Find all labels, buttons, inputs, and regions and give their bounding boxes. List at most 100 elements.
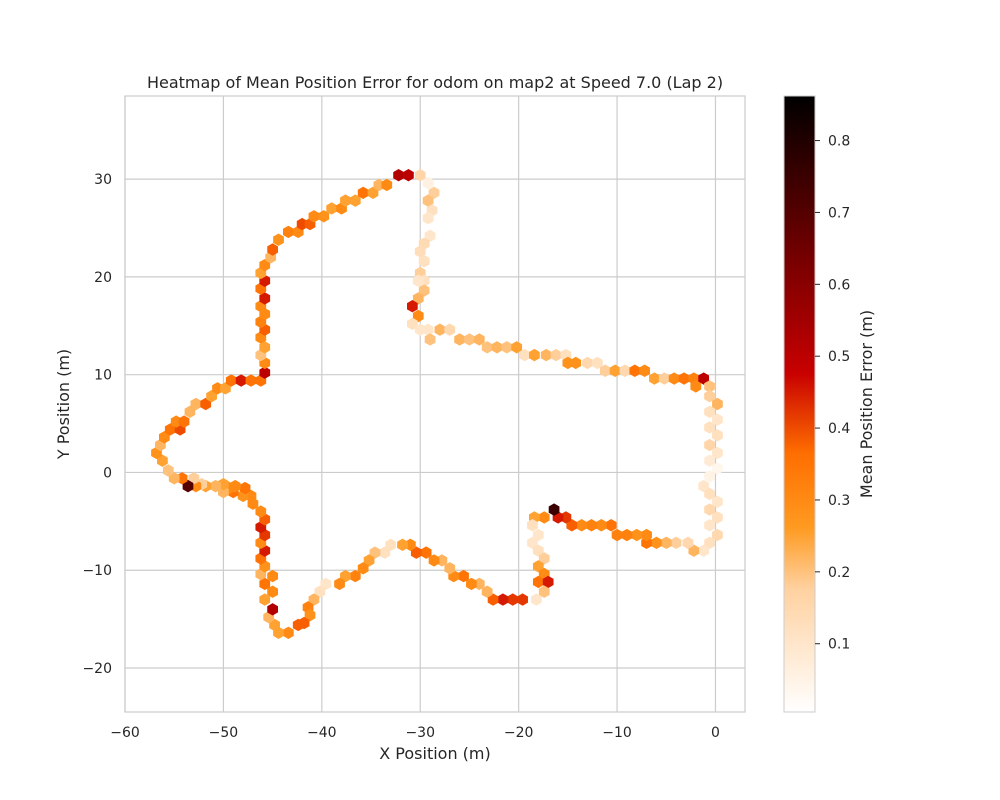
hex-cell <box>259 258 271 272</box>
hex-cell <box>422 212 434 225</box>
hex-cell <box>660 536 672 550</box>
hex-cell <box>712 495 723 508</box>
hex-cell <box>487 593 499 606</box>
x-axis-ticks: −60 −50 −40 −30 −20 −10 0 <box>110 725 720 741</box>
hex-cell <box>566 519 578 532</box>
hex-cell <box>245 374 257 387</box>
hex-cell <box>418 255 430 268</box>
colorbar-tick-label: 0.7 <box>828 205 850 221</box>
hex-cell <box>658 372 670 385</box>
hex-cell <box>690 380 702 393</box>
hex-cell <box>267 585 278 598</box>
hex-cell <box>511 341 523 354</box>
hex-cell <box>225 374 237 387</box>
hex-cell <box>357 562 369 575</box>
hex-cell <box>444 323 456 336</box>
hex-cell <box>334 577 345 591</box>
hex-cell <box>412 274 424 287</box>
hex-cell <box>407 300 418 313</box>
hex-cell <box>542 575 554 589</box>
hex-cell <box>259 366 271 379</box>
hex-cell <box>454 333 465 346</box>
hex-cell <box>678 372 690 385</box>
hex-cell <box>532 544 544 557</box>
hex-cell <box>410 546 422 559</box>
hex-cell <box>698 544 710 557</box>
hex-cell <box>464 333 475 346</box>
x-tick-label: −40 <box>307 725 337 741</box>
y-tick-label: 10 <box>94 368 112 384</box>
hex-cell <box>704 405 715 419</box>
hex-cell <box>704 503 715 516</box>
plot-frame <box>124 95 746 713</box>
hex-cell <box>267 603 278 616</box>
hex-cell <box>385 538 397 551</box>
hex-cell <box>369 546 381 559</box>
hex-cell <box>403 169 414 182</box>
hex-cell <box>570 356 582 370</box>
hex-cell <box>641 528 652 542</box>
y-tick-label: 30 <box>94 172 112 188</box>
colorbar-tick-label: 0.1 <box>828 637 850 653</box>
hex-cell <box>188 472 200 485</box>
hex-cell <box>631 528 643 542</box>
hex-cell <box>434 323 446 336</box>
colorbar-tick-label: 0.3 <box>828 493 850 509</box>
hex-cell <box>639 364 650 377</box>
hex-cell <box>340 194 351 207</box>
colorbar-tick-label: 0.8 <box>828 134 850 150</box>
hex-cell <box>458 569 469 583</box>
hex-cell <box>397 538 408 551</box>
hex-cell <box>349 569 361 583</box>
hex-cell <box>529 348 540 362</box>
hex-cell <box>259 593 271 606</box>
hex-cell <box>308 593 320 606</box>
hex-cell <box>414 169 426 182</box>
hexbin-cells <box>151 169 723 639</box>
hex-cell <box>292 618 304 632</box>
hex-cell <box>688 544 700 557</box>
hex-cell <box>326 202 338 215</box>
x-tick-label: −60 <box>110 725 140 741</box>
hex-cell <box>267 569 278 583</box>
hex-cell <box>704 454 715 467</box>
hex-cell <box>283 626 294 639</box>
colorbar <box>783 95 816 713</box>
hex-cell <box>704 536 715 550</box>
hex-cell <box>340 569 351 583</box>
hex-cell <box>424 229 436 243</box>
colorbar-tick-label: 0.2 <box>828 565 850 581</box>
hex-cell <box>379 546 391 559</box>
chart-title: Heatmap of Mean Position Error for odom … <box>147 73 723 92</box>
hex-cell <box>157 454 168 467</box>
hex-cell <box>704 389 715 403</box>
hex-cell <box>712 511 723 524</box>
hex-cell <box>481 341 493 354</box>
hex-cell <box>712 397 723 411</box>
hex-cell <box>609 364 621 377</box>
hex-cell <box>428 186 440 199</box>
hex-cell <box>527 536 538 550</box>
hex-cell <box>538 511 550 524</box>
hex-cell <box>538 585 550 598</box>
hex-cell <box>517 593 528 606</box>
hex-cell <box>283 225 294 239</box>
grid-lines <box>124 96 745 712</box>
hex-cell <box>501 341 513 354</box>
hex-cell <box>712 429 723 442</box>
hex-cell <box>259 341 271 354</box>
hex-cell <box>206 389 217 403</box>
hex-cell <box>422 323 434 336</box>
hex-cell <box>682 536 694 550</box>
hex-cell <box>318 210 330 223</box>
hex-cell <box>548 503 560 516</box>
hex-cell <box>712 462 723 475</box>
hex-cell <box>599 364 611 377</box>
hex-cell <box>304 609 316 622</box>
colorbar-tick-label: 0.4 <box>828 421 850 437</box>
hex-cell <box>507 593 519 606</box>
hex-cell <box>428 554 440 567</box>
hex-cell <box>531 593 542 606</box>
hex-cell <box>527 519 538 532</box>
hex-cell <box>540 348 552 362</box>
